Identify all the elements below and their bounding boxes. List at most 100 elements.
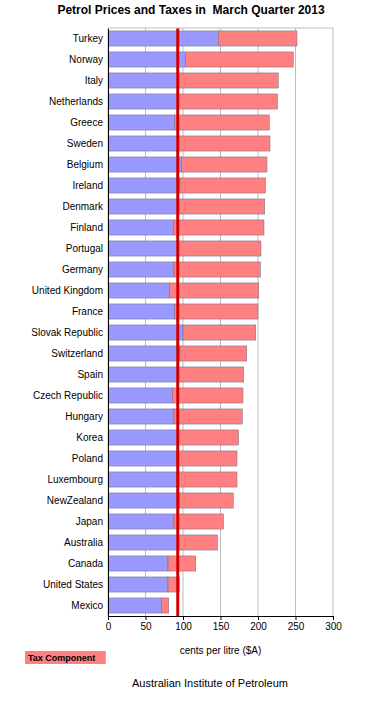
- grid-line: [108, 28, 109, 616]
- bar: [108, 220, 173, 235]
- x-tick: 300: [325, 616, 342, 632]
- bar: [178, 430, 239, 445]
- grid-line: [333, 28, 334, 616]
- x-tick-label: 100: [175, 621, 192, 632]
- bar: [178, 94, 278, 109]
- x-tick-mark: [333, 616, 334, 620]
- y-tick: Sweden: [67, 138, 103, 149]
- bar: [108, 472, 176, 487]
- x-tick-label: 200: [250, 621, 267, 632]
- bars: [108, 28, 297, 616]
- x-tick-label: 0: [106, 621, 112, 632]
- x-tick-label: 300: [325, 621, 342, 632]
- bar: [108, 451, 176, 466]
- grid-line: [295, 28, 296, 616]
- bar: [185, 52, 293, 67]
- bar: [108, 178, 180, 193]
- y-tick: Switzerland: [51, 348, 103, 359]
- y-axis-line: [108, 29, 109, 617]
- bar: [108, 52, 185, 67]
- bar: [174, 409, 242, 424]
- y-tick: Greece: [70, 117, 103, 128]
- y-tick: Canada: [68, 558, 103, 569]
- x-tick-mark: [108, 616, 109, 620]
- bar: [176, 472, 237, 487]
- category-label: Luxembourg: [47, 474, 103, 485]
- bar: [174, 514, 224, 529]
- bar: [108, 115, 175, 130]
- x-tick: 50: [140, 616, 152, 632]
- category-label: Mexico: [71, 600, 103, 611]
- y-tick: Ireland: [72, 180, 103, 191]
- y-tick: Mexico: [71, 600, 103, 611]
- y-tick: United States: [43, 579, 103, 590]
- bar: [179, 493, 233, 508]
- bar: [108, 283, 170, 298]
- bar: [108, 262, 174, 277]
- category-label: Germany: [62, 264, 103, 275]
- x-tick: 100: [175, 616, 192, 632]
- bar: [178, 73, 279, 88]
- bar: [178, 136, 270, 151]
- bar: [108, 241, 178, 256]
- category-label: Japan: [76, 516, 103, 527]
- bar: [108, 94, 178, 109]
- bar: [175, 304, 258, 319]
- bar: [108, 598, 161, 613]
- y-tick: Norway: [69, 54, 103, 65]
- x-tick: 150: [213, 616, 230, 632]
- x-axis-line: [109, 617, 334, 621]
- y-tick: Finland: [70, 222, 103, 233]
- legend: Tax Component: [25, 651, 106, 664]
- bar: [108, 535, 178, 550]
- bar: [180, 346, 247, 361]
- x-tick: 200: [250, 616, 267, 632]
- bar: [108, 73, 178, 88]
- bar: [108, 157, 182, 172]
- bar: [168, 556, 196, 571]
- category-label: France: [72, 306, 104, 317]
- y-tick: Belgium: [67, 159, 103, 170]
- bar: [182, 157, 268, 172]
- bar: [180, 178, 266, 193]
- plot-frame: [108, 28, 333, 29]
- x-tick-label: 250: [288, 621, 305, 632]
- bar: [178, 199, 265, 214]
- y-axis: TurkeyNorwayItalyNetherlandsGreeceSweden…: [31, 29, 108, 617]
- x-tick-mark: [258, 616, 259, 620]
- category-label: Switzerland: [51, 348, 103, 359]
- category-label: United Kingdom: [32, 285, 103, 296]
- category-label: Turkey: [73, 33, 103, 44]
- category-label: Finland: [70, 222, 103, 233]
- y-tick: Spain: [77, 369, 103, 380]
- y-tick: United Kingdom: [32, 285, 103, 296]
- bar: [108, 430, 178, 445]
- bar: [218, 31, 297, 46]
- grid: [108, 28, 333, 616]
- bar: [108, 514, 174, 529]
- y-tick: France: [72, 306, 104, 317]
- x-tick-mark: [221, 616, 222, 620]
- bar: [170, 283, 259, 298]
- reference-line: [176, 28, 179, 616]
- category-label: Slovak Republic: [31, 327, 103, 338]
- bar: [108, 199, 178, 214]
- bar: [176, 451, 237, 466]
- y-tick: Turkey: [73, 33, 103, 44]
- y-tick: Portugal: [66, 243, 103, 254]
- category-label: Ireland: [72, 180, 103, 191]
- y-tick: Italy: [85, 75, 103, 86]
- legend-label: Tax Component: [28, 653, 95, 663]
- category-label: Poland: [72, 453, 103, 464]
- x-axis-title: cents per litre ($A): [180, 645, 262, 656]
- bar: [108, 493, 179, 508]
- y-tick: Czech Republic: [33, 390, 103, 401]
- y-tick: Australia: [64, 537, 103, 548]
- category-label: Czech Republic: [33, 390, 103, 401]
- chart-container: Petrol Prices and Taxes in March Quarter…: [0, 0, 382, 722]
- bar: [173, 220, 264, 235]
- x-tick-label: 150: [213, 621, 230, 632]
- category-label: Australia: [64, 537, 103, 548]
- y-tick: Denmark: [62, 201, 104, 212]
- category-label: Hungary: [65, 411, 103, 422]
